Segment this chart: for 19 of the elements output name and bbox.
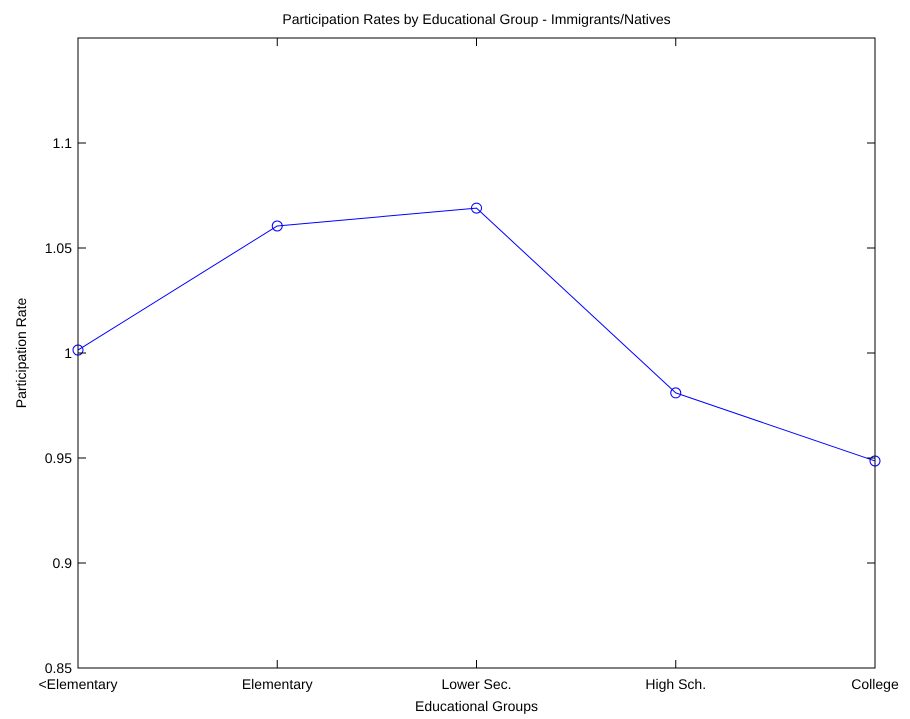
y-tick-label: 0.95 (44, 450, 72, 466)
y-axis-title: Participation Rate (13, 298, 29, 408)
point (471, 202, 482, 214)
x-tick-label: College (851, 676, 899, 692)
x-tick-label: High Sch. (645, 676, 706, 692)
x-tick-label: Lower Sec. (441, 676, 512, 692)
point (870, 455, 880, 466)
point (670, 387, 682, 398)
y-tick-label: 0.85 (44, 660, 72, 676)
point (272, 220, 283, 232)
y-tick-label: 0.9 (52, 554, 72, 571)
chart-title: Participation Rates by Educational Group - Immigrants/Natives (282, 11, 671, 27)
x-tick-label: Elementary (242, 676, 313, 692)
y-tick-label: 1.1 (52, 134, 72, 151)
point (72, 344, 84, 356)
y-tick-label: 1 (64, 344, 72, 361)
x-tick-label: <Elementary (38, 676, 118, 692)
x-axis-title: Educational Groups (415, 698, 538, 714)
y-tick-label: 1.05 (44, 240, 72, 256)
